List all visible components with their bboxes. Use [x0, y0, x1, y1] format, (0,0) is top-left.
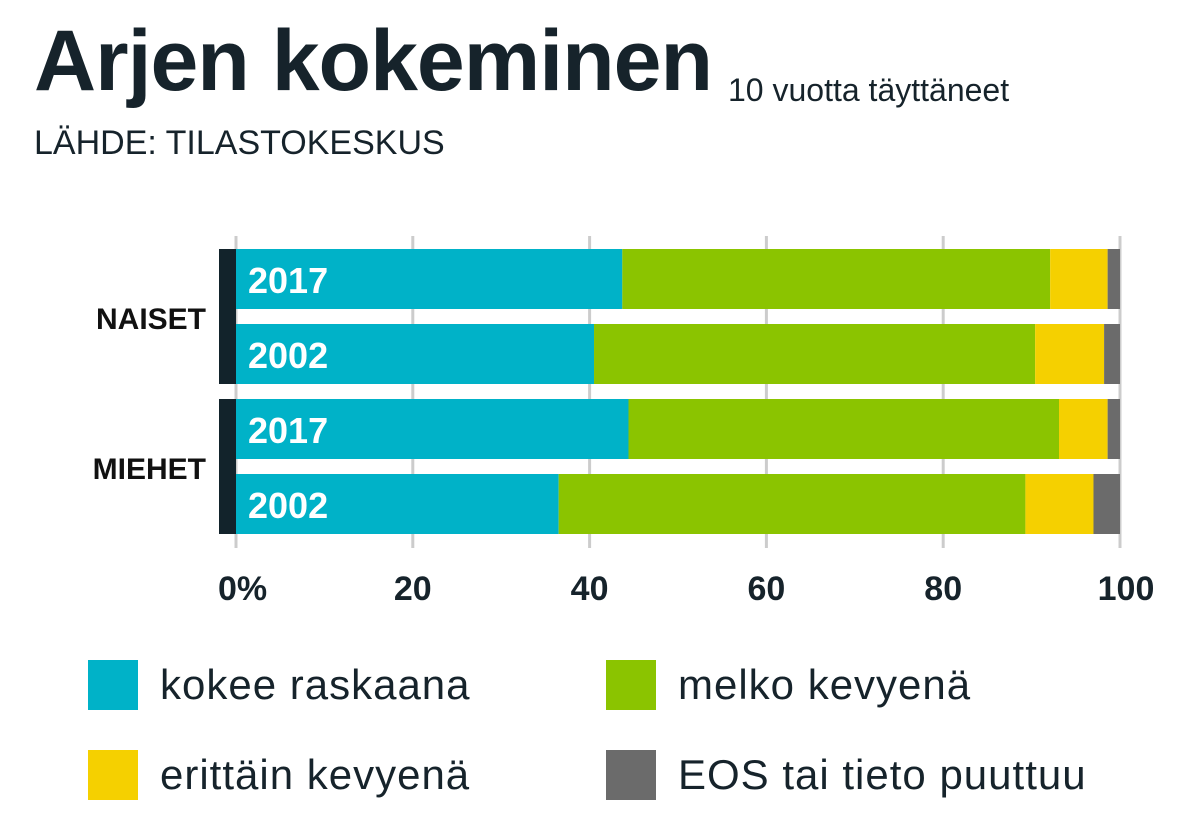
x-tick-label: 100: [1098, 570, 1155, 608]
source-label: LÄHDE: TILASTOKESKUS: [34, 124, 445, 162]
bar-segment: [628, 399, 1060, 459]
x-tick-label: 0%: [218, 570, 267, 608]
legend-label: erittäin kevyenä: [160, 751, 471, 798]
bar-segment: [558, 474, 1026, 534]
legend-swatch: [88, 750, 138, 800]
legend-item: erittäin kevyenä: [88, 750, 470, 800]
group-label: NAISET: [96, 303, 206, 336]
bar-segment: [236, 399, 629, 459]
legend-swatch: [606, 750, 656, 800]
legend-item: EOS tai tieto puuttuu: [606, 750, 1087, 800]
legend-item: melko kevyenä: [606, 660, 971, 710]
chart-subtitle: 10 vuotta täyttäneet: [728, 72, 1010, 108]
bar-segment: [1107, 399, 1120, 459]
legend-label: melko kevyenä: [678, 661, 972, 708]
group-marker: [219, 249, 236, 384]
x-tick-label: 80: [924, 570, 962, 608]
bar-segment: [236, 249, 623, 309]
bar-segment: [236, 324, 595, 384]
bar-segment: [1093, 474, 1120, 534]
bar-segment: [1107, 249, 1120, 309]
x-tick-label: 20: [394, 570, 432, 608]
chart-title: Arjen kokeminen: [34, 13, 713, 109]
x-tick-label: 40: [571, 570, 609, 608]
bar-segment: [594, 324, 1036, 384]
bar-segment: [1104, 324, 1120, 384]
bar-segment: [622, 249, 1051, 309]
bar-segment: [1059, 399, 1108, 459]
bar-year-label: 2002: [248, 335, 328, 376]
group-label: MIEHET: [93, 453, 206, 486]
legend-label: EOS tai tieto puuttuu: [678, 751, 1087, 798]
legend-label: kokee raskaana: [160, 661, 471, 708]
bar-segment: [1035, 324, 1105, 384]
bar-year-label: 2002: [248, 485, 328, 526]
bar-segment: [1050, 249, 1108, 309]
bar-segment: [1025, 474, 1094, 534]
x-tick-label: 60: [747, 570, 785, 608]
bar-segment: [236, 474, 559, 534]
bar-year-label: 2017: [248, 410, 328, 451]
group-marker: [219, 399, 236, 534]
legend-swatch: [88, 660, 138, 710]
legend-swatch: [606, 660, 656, 710]
bar-year-label: 2017: [248, 260, 328, 301]
legend-item: kokee raskaana: [88, 660, 471, 710]
